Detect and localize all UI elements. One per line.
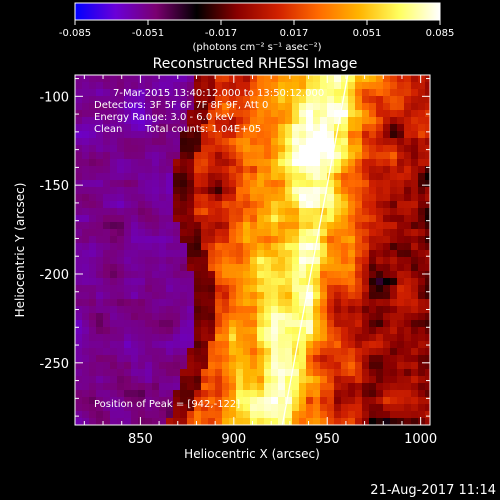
annotation-time-range: 7-Mar-2015 13:40:12.000 to 13:50:12.000 [113, 88, 324, 99]
annotation-detectors: Detectors: 3F 5F 6F 7F 8F 9F, Att 0 [94, 100, 268, 111]
annotation-energy: Energy Range: 3.0 - 6.0 keV [94, 112, 234, 123]
y-tick-label: -250 [39, 357, 69, 372]
y-tick-label: -100 [39, 90, 69, 105]
colorbar-tick-2: -0.017 [205, 28, 237, 39]
x-tick-label: 950 [315, 432, 340, 447]
annotation-counts: Total counts: 1.04E+05 [144, 124, 261, 135]
x-tick-label: 1000 [404, 432, 437, 447]
colorbar-tick-1: -0.051 [132, 28, 164, 39]
x-axis-label: Heliocentric X (arcsec) [184, 447, 320, 461]
colorbar [74, 2, 441, 21]
axis-ticks [75, 75, 430, 425]
colorbar-tick-3: 0.017 [280, 28, 309, 39]
chart-title: Reconstructed RHESSI Image [153, 56, 358, 72]
annotation-peak: Position of Peak = [942,-122] [94, 399, 240, 410]
colorbar-tick-0: -0.085 [59, 28, 91, 39]
y-axis-label: Heliocentric Y (arcsec) [13, 183, 27, 318]
x-tick-label: 900 [221, 432, 246, 447]
colorbar-tick-4: 0.051 [353, 28, 382, 39]
y-tick-label: -150 [39, 179, 69, 194]
solar-limb-line [281, 75, 349, 425]
footer-timestamp: 21-Aug-2017 11:14 [370, 483, 496, 498]
annotation-method: Clean [94, 124, 122, 135]
x-tick-label: 850 [128, 432, 153, 447]
colorbar-tick-5: 0.085 [426, 28, 455, 39]
colorbar-ticks [74, 20, 441, 25]
colorbar-units: (photons cm⁻² s⁻¹ asec⁻²) [192, 42, 321, 53]
y-tick-label: -200 [39, 268, 69, 283]
heatmap-image [75, 75, 430, 425]
